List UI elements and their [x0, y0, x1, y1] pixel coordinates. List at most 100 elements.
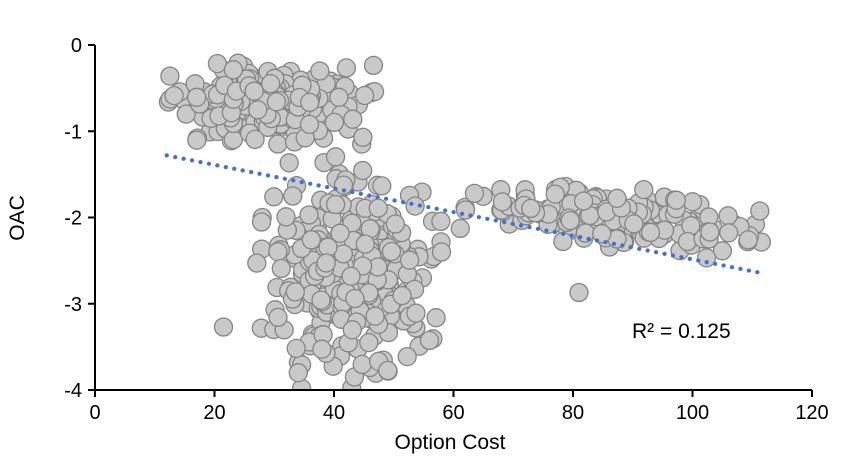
data-point — [268, 242, 288, 262]
trendline — [164, 153, 767, 276]
y-tick-label: -3 — [64, 294, 82, 316]
data-point — [223, 129, 243, 150]
x-tick-label: 80 — [562, 402, 584, 424]
data-point — [247, 253, 267, 273]
data-point — [378, 360, 398, 381]
data-point — [251, 212, 272, 232]
data-point — [268, 307, 288, 328]
data-point — [300, 92, 320, 113]
data-point — [700, 222, 720, 242]
x-tick-label: 100 — [676, 402, 709, 424]
y-axis-label: OAC — [6, 195, 29, 241]
data-point — [316, 253, 336, 273]
data-point — [288, 363, 308, 383]
data-point — [696, 248, 717, 268]
data-point — [365, 306, 385, 326]
data-point — [719, 223, 739, 243]
data-point — [312, 339, 332, 359]
data-point — [279, 153, 299, 173]
trendline-group — [164, 153, 767, 276]
data-point — [464, 183, 485, 204]
y-tick-label: -2 — [64, 208, 82, 230]
data-point — [248, 100, 268, 120]
data-point — [299, 114, 320, 135]
r-squared-annotation: R² = 0.125 — [632, 320, 731, 343]
y-tick-label: -4 — [64, 380, 82, 402]
data-point — [353, 127, 373, 147]
data-point — [545, 184, 565, 204]
data-point — [399, 250, 420, 270]
data-point — [329, 87, 349, 107]
data-point — [345, 288, 365, 309]
data-point — [268, 134, 288, 154]
x-tick-label: 120 — [795, 402, 828, 424]
data-point — [592, 224, 612, 244]
data-point — [207, 53, 228, 74]
data-point — [352, 354, 372, 375]
data-point — [286, 338, 306, 359]
data-point — [266, 92, 287, 112]
x-axis-label: Option Cost — [395, 431, 506, 454]
data-point — [405, 196, 425, 216]
data-point — [353, 160, 373, 181]
data-point — [333, 175, 354, 195]
data-point — [381, 241, 402, 262]
data-point — [325, 147, 346, 167]
x-tick-label: 60 — [442, 402, 464, 424]
data-point — [431, 242, 452, 262]
data-point — [283, 186, 303, 206]
data-point — [677, 231, 698, 252]
data-point — [164, 85, 184, 106]
data-point — [682, 192, 703, 212]
data-point — [450, 218, 470, 239]
data-point — [276, 207, 296, 227]
tick-labels-group: 0 20 40 60 80 100 120 0 -1 -2 -3 -4 — [64, 35, 828, 424]
data-point — [187, 87, 207, 107]
data-point — [431, 211, 451, 232]
data-point — [342, 320, 362, 340]
data-point — [354, 85, 375, 106]
data-point — [213, 317, 234, 337]
y-tick-label: 0 — [71, 35, 82, 57]
data-point — [160, 66, 180, 86]
data-point — [355, 234, 375, 254]
data-point — [318, 237, 338, 257]
data-point — [712, 241, 733, 261]
data-point — [324, 112, 344, 133]
data-point — [419, 330, 440, 351]
data-point — [299, 205, 319, 225]
data-point — [264, 187, 284, 207]
data-point — [560, 210, 580, 231]
data-point — [666, 190, 686, 210]
data-point — [330, 223, 350, 243]
data-point — [187, 130, 207, 150]
data-point — [718, 206, 738, 226]
x-tick-label: 0 — [89, 402, 100, 424]
data-point — [372, 176, 392, 196]
data-point — [624, 214, 644, 234]
data-point — [368, 198, 388, 218]
axes-group — [88, 44, 813, 397]
data-point — [392, 285, 412, 306]
data-point — [406, 303, 426, 323]
y-tick-label: -1 — [64, 121, 82, 143]
data-point — [385, 214, 406, 234]
data-point — [575, 223, 596, 243]
data-point — [634, 179, 654, 200]
data-point — [573, 191, 594, 211]
data-point — [291, 378, 312, 390]
data-point — [750, 201, 770, 221]
data-point — [341, 266, 361, 286]
data-point — [244, 81, 264, 101]
data-points-group — [158, 53, 772, 390]
data-point — [492, 192, 512, 212]
data-point — [176, 104, 196, 124]
data-point — [640, 222, 661, 243]
data-point — [343, 109, 363, 129]
data-point — [607, 188, 627, 208]
data-point — [301, 230, 321, 250]
data-point — [285, 282, 305, 302]
data-point — [223, 60, 244, 80]
